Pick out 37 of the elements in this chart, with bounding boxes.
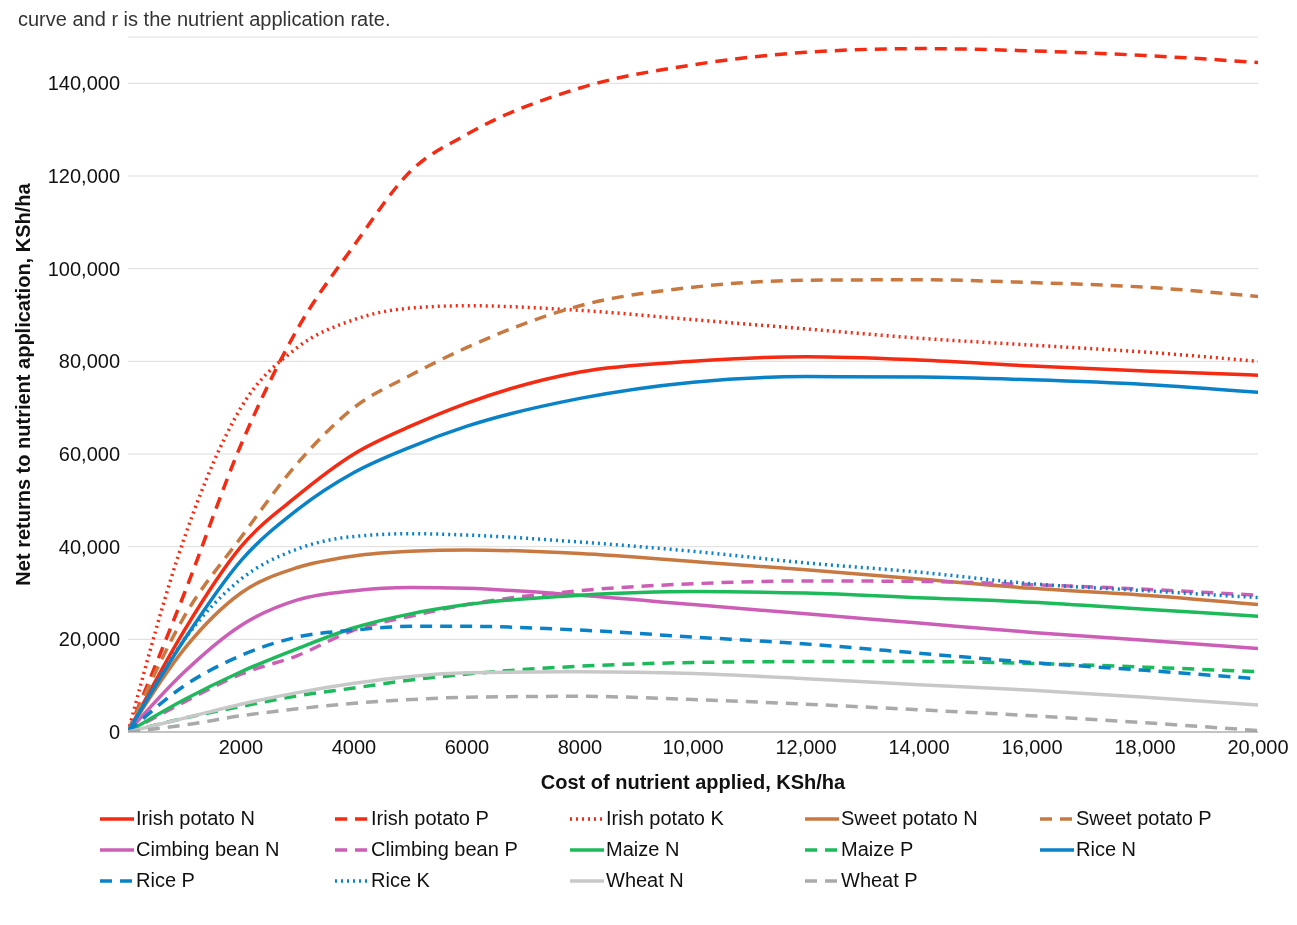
- legend-label: Irish potato N: [136, 807, 255, 830]
- y-axis-title: Net returns to nutrient application, KSh/ha: [12, 182, 35, 586]
- legend-label: Rice P: [136, 869, 195, 892]
- legend-label: Irish potato P: [371, 807, 489, 830]
- x-tick-label: 12,000: [775, 736, 837, 759]
- line-series: [128, 670, 1258, 732]
- x-tick-label: 8000: [557, 736, 603, 759]
- line-series: [128, 694, 1258, 732]
- y-tick-label: 100,000: [47, 257, 120, 280]
- legend-label: Maize N: [606, 838, 680, 861]
- y-tick-label: 40,000: [58, 535, 120, 558]
- y-tick-label: 20,000: [58, 628, 120, 651]
- y-tick-label: 140,000: [47, 72, 120, 95]
- x-axis-title: Cost of nutrient applied, KSh/ha: [540, 771, 847, 793]
- text: curve and r is the nutrient application rate.: [18, 8, 392, 32]
- x-tick-label: 6000: [444, 736, 490, 759]
- legend-label: Climbing bean P: [371, 838, 518, 861]
- legend-label: Wheat N: [606, 869, 684, 892]
- legend-label: Sweet potato N: [841, 807, 978, 830]
- legend-label: Sweet potato P: [1076, 807, 1212, 830]
- x-tick-label: 18,000: [1114, 736, 1176, 759]
- legend-label: Irish potato K: [606, 807, 724, 830]
- legend-label: Rice N: [1076, 838, 1137, 861]
- y-tick-label: 0: [108, 721, 120, 744]
- legend-label: Wheat P: [841, 869, 918, 892]
- x-tick-label: 10,000: [662, 736, 724, 759]
- legend-label: Cimbing bean N: [136, 838, 280, 861]
- y-tick-label: 120,000: [47, 165, 120, 188]
- legend-label: Rice K: [371, 869, 430, 892]
- legend-label: Maize P: [841, 838, 914, 861]
- x-tick-label: 14,000: [888, 736, 950, 759]
- y-tick-label: 80,000: [58, 350, 120, 373]
- x-tick-label: 20,000: [1227, 736, 1289, 759]
- x-tick-label: 4000: [331, 736, 377, 759]
- y-tick-label: 60,000: [58, 443, 120, 466]
- x-tick-label: 2000: [218, 736, 264, 759]
- x-tick-label: 16,000: [1001, 736, 1063, 759]
